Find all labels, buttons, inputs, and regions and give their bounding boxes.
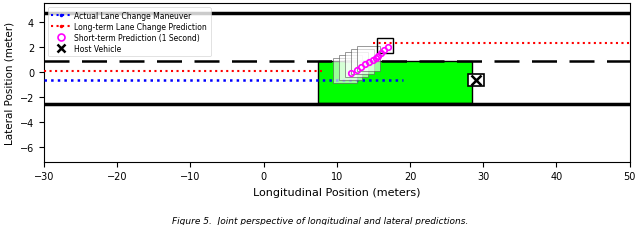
- Bar: [319, 61, 472, 104]
- Bar: [351, 50, 374, 74]
- Bar: [345, 53, 368, 77]
- Bar: [468, 75, 484, 86]
- X-axis label: Longitudinal Position (meters): Longitudinal Position (meters): [253, 187, 420, 197]
- Legend: Actual Lane Change Maneuver, Long-term Lane Change Prediction, Short-term Predic: Actual Lane Change Maneuver, Long-term L…: [47, 8, 211, 57]
- Bar: [377, 39, 393, 54]
- Text: Figure 5.  Joint perspective of longitudinal and lateral predictions.: Figure 5. Joint perspective of longitudi…: [172, 216, 468, 225]
- Bar: [339, 56, 362, 81]
- Bar: [333, 59, 356, 84]
- Bar: [356, 46, 380, 71]
- Y-axis label: Lateral Position (meter): Lateral Position (meter): [4, 22, 14, 144]
